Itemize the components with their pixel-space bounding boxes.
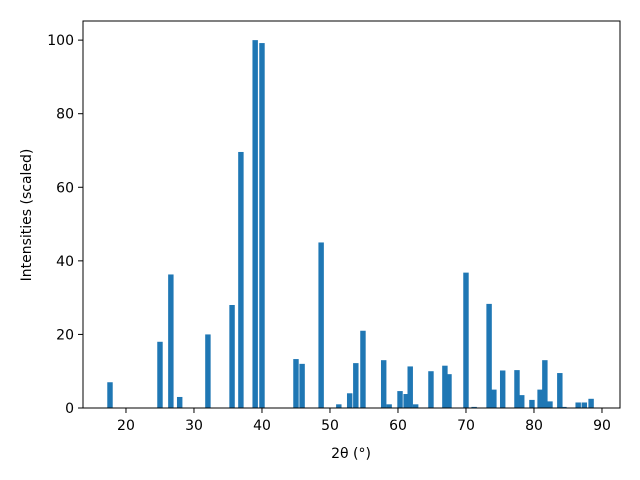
bar	[157, 341, 163, 408]
bar	[238, 151, 244, 408]
x-tick-label: 50	[321, 418, 339, 434]
bar	[252, 40, 258, 409]
bar	[205, 334, 211, 408]
plot-area	[107, 40, 594, 409]
bar	[259, 43, 265, 409]
bar	[403, 394, 409, 408]
y-tick-label: 60	[56, 180, 74, 196]
bar	[353, 363, 359, 408]
x-tick-label: 20	[117, 418, 135, 434]
x-tick-label: 60	[389, 418, 407, 434]
bar	[386, 404, 392, 408]
bar	[499, 370, 506, 408]
bar	[463, 272, 469, 408]
bar	[299, 363, 305, 408]
bar	[360, 330, 366, 408]
bar	[471, 406, 477, 408]
bar	[336, 404, 342, 408]
y-tick-label: 100	[47, 33, 74, 49]
bar	[537, 389, 543, 408]
x-tick-label: 70	[457, 418, 475, 434]
bar	[397, 391, 403, 408]
bar	[557, 373, 563, 408]
bar	[380, 360, 387, 408]
x-tick-label: 40	[253, 418, 271, 434]
y-tick-label: 40	[56, 254, 74, 270]
bar	[346, 393, 353, 408]
bar	[407, 366, 413, 408]
bar	[486, 303, 492, 408]
bar	[588, 398, 594, 408]
bar	[229, 304, 235, 408]
x-tick-label: 80	[525, 418, 543, 434]
bar	[575, 402, 581, 408]
bar	[519, 395, 525, 408]
y-axis-label: Intensities (scaled)	[19, 149, 35, 282]
bar	[529, 399, 535, 408]
x-axis-label: 2θ (°)	[331, 446, 371, 462]
bar	[491, 389, 497, 408]
bar	[412, 404, 419, 408]
bar	[446, 374, 452, 408]
bar	[581, 402, 588, 408]
bar	[547, 401, 553, 408]
bar	[168, 274, 174, 408]
bar	[176, 396, 183, 408]
x-tick-label: 30	[185, 418, 203, 434]
y-tick-label: 0	[65, 401, 74, 417]
y-tick-label: 80	[56, 107, 74, 123]
bar	[107, 382, 113, 408]
bar	[428, 371, 434, 408]
bar	[542, 360, 548, 408]
bar	[318, 242, 324, 408]
y-tick-label: 20	[56, 327, 74, 343]
bar	[561, 406, 567, 408]
axes-frame	[82, 20, 621, 409]
bar	[293, 359, 299, 408]
x-tick-label: 90	[593, 418, 611, 434]
bar	[442, 365, 448, 408]
bar	[514, 370, 520, 408]
